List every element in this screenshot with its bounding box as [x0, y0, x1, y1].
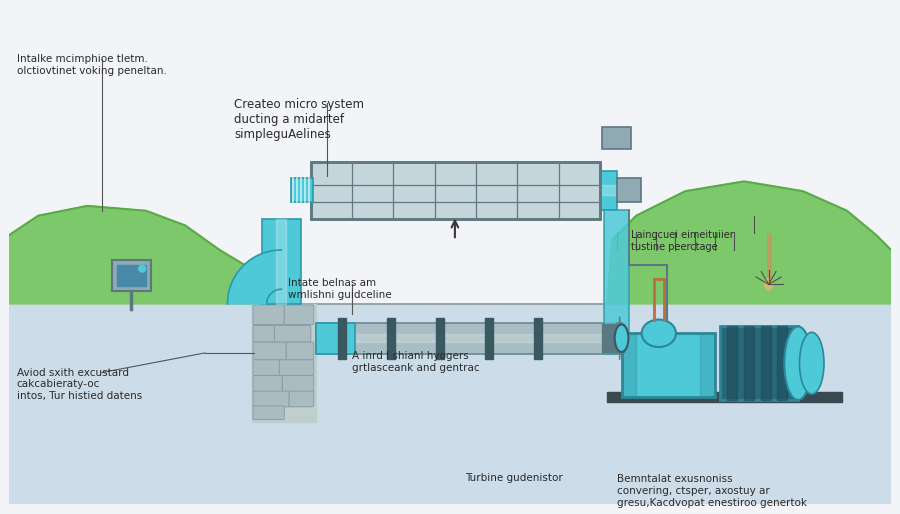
Bar [387, 318, 395, 359]
Bar [292, 178, 313, 202]
FancyBboxPatch shape [284, 305, 314, 324]
Circle shape [139, 265, 146, 272]
FancyBboxPatch shape [283, 375, 314, 393]
FancyBboxPatch shape [279, 360, 314, 375]
Text: Turbine gudenistor: Turbine gudenistor [464, 472, 562, 483]
Bar [310, 162, 600, 218]
FancyBboxPatch shape [253, 305, 284, 324]
Bar [262, 218, 301, 304]
Bar [276, 218, 286, 304]
Bar [316, 334, 616, 342]
Ellipse shape [799, 333, 824, 394]
Bar [720, 326, 798, 400]
Bar [338, 318, 346, 359]
Bar [778, 326, 788, 400]
FancyBboxPatch shape [253, 391, 289, 407]
Text: Intalke mcimphioe tletm.
olctiovtinet voking peneltan.: Intalke mcimphioe tletm. olctiovtinet vo… [17, 54, 166, 76]
Bar [760, 326, 770, 400]
Bar [616, 178, 641, 202]
FancyBboxPatch shape [286, 342, 314, 360]
Text: Laingcuei eimeituiier
tustine peerctage: Laingcuei eimeituiier tustine peerctage [632, 230, 734, 252]
Text: Createo micro system
ducting a midartef
simpleguAelines: Createo micro system ducting a midartef … [234, 98, 364, 141]
Bar [600, 171, 617, 210]
Text: Intate belnas am
wmlishni guidceline: Intate belnas am wmlishni guidceline [288, 279, 392, 300]
Ellipse shape [642, 320, 676, 347]
Bar [604, 210, 629, 354]
Bar [600, 185, 617, 195]
FancyBboxPatch shape [289, 391, 314, 407]
FancyBboxPatch shape [253, 375, 283, 393]
Bar [700, 333, 715, 397]
Polygon shape [228, 250, 282, 304]
Bar [744, 326, 754, 400]
Bar [252, 304, 316, 421]
Text: Aviod sxith excustard
cakcabieraty-oc
intos, Tur histied datens: Aviod sxith excustard cakcabieraty-oc in… [17, 368, 142, 401]
Bar [727, 326, 737, 400]
FancyBboxPatch shape [253, 342, 286, 360]
Bar [616, 323, 622, 354]
FancyBboxPatch shape [253, 406, 284, 419]
Bar [117, 265, 146, 286]
Bar [112, 260, 151, 291]
FancyBboxPatch shape [253, 325, 274, 342]
Text: A inrd l shianl hyogers
grtlasceank and gentrac: A inrd l shianl hyogers grtlasceank and … [352, 351, 480, 373]
Bar [316, 323, 355, 354]
Bar [310, 162, 600, 218]
Bar [485, 318, 493, 359]
Bar [622, 333, 715, 397]
Bar [602, 127, 632, 149]
Polygon shape [607, 181, 891, 304]
Bar [316, 323, 616, 354]
Bar [9, 304, 891, 504]
Ellipse shape [784, 326, 812, 400]
Text: Bemntalat exusnoniss
convering, ctsper, axostuy ar
gresu,Kacdvopat enestiroo gen: Bemntalat exusnoniss convering, ctsper, … [616, 474, 806, 508]
Polygon shape [619, 317, 622, 360]
FancyBboxPatch shape [274, 325, 310, 342]
Bar [535, 318, 542, 359]
FancyBboxPatch shape [253, 360, 279, 375]
Polygon shape [9, 206, 288, 304]
Bar [436, 318, 444, 359]
Bar [622, 333, 636, 397]
Bar [607, 392, 842, 402]
Ellipse shape [765, 279, 772, 290]
Ellipse shape [615, 324, 628, 352]
Bar [602, 324, 624, 352]
